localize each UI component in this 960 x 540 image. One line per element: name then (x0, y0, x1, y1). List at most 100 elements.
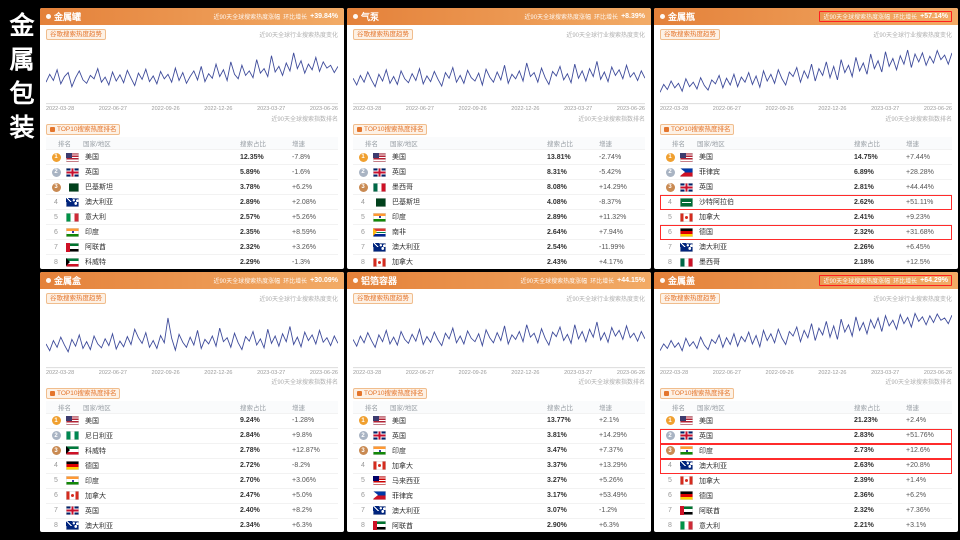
rank-cell: 6 (361, 492, 365, 499)
flag-ae-icon (66, 242, 79, 252)
ranking-icon (50, 390, 55, 396)
share-value: 8.31% (547, 168, 567, 176)
trend-note: 近90天全球行业搜索热度变化 (566, 296, 645, 303)
column-header: 增速 (292, 141, 305, 148)
rank-cell: 7 (54, 243, 58, 251)
growth-value: -1.3% (292, 258, 311, 266)
table-header-row: 排名 国家/地区 搜索占比 增速 (660, 137, 952, 150)
country-name: 英国 (392, 432, 406, 440)
share-value: 6.89% (854, 168, 874, 176)
ranking-icon (664, 390, 669, 396)
growth-value: +13.29% (599, 462, 627, 469)
table-row: 6 德国 2.36% +6.2% (660, 489, 952, 504)
rank-tag-row: TOP10搜索热度排名 (353, 387, 645, 400)
share-value: 3.47% (547, 447, 567, 454)
product-panel: 铝箔容器 近90天全球搜索热度涨幅 环比增长 +44.15% 谷歌搜索热度趋势 … (347, 271, 651, 533)
rank-tag-row: TOP10搜索热度排名 (660, 123, 952, 136)
x-axis-label: 2023-06-26 (616, 106, 645, 112)
growth-value: +20.8% (906, 462, 930, 469)
country-name: 英国 (85, 169, 99, 176)
panel-title: 金属盖 (660, 274, 695, 287)
rank-cell: 8 (668, 522, 672, 529)
growth-value: +6.2% (292, 183, 313, 191)
x-axis-labels: 2022-03-28 2022-06-27 2022-09-26 2022-12-26… (46, 105, 338, 113)
growth-value: +28.28% (906, 168, 934, 176)
country-name: 加拿大 (699, 477, 720, 485)
flag-au-icon (373, 242, 386, 252)
table-row: 8 墨西哥 2.18% +12.5% (660, 255, 952, 269)
table-row: 3 墨西哥 8.08% +14.29% (353, 180, 645, 195)
share-value: 2.89% (240, 198, 260, 206)
share-value: 2.32% (854, 228, 874, 236)
rank-cell: 1 (660, 152, 680, 162)
table-row: 7 阿联酋 2.32% +3.26% (46, 240, 338, 255)
column-header: 增速 (292, 404, 305, 412)
country-name: 澳大利亚 (85, 522, 113, 530)
x-axis-label: 2022-12-26 (511, 106, 540, 112)
country-name: 印度 (85, 229, 99, 236)
panel-body: 谷歌搜索热度趋势 近90天全球行业搜索热度变化 2022-03-28 2022-0… (347, 289, 651, 533)
flag-it-icon (680, 521, 693, 530)
rank-note: 近90天全球搜索指数排名 (885, 116, 952, 123)
table-row: 8 加拿大 2.43% +4.17% (353, 255, 645, 269)
rank-table: 排名 国家/地区 搜索占比 增速 1 美国 12.35% -7.8% 2 英国 5.89% -1.6… (46, 137, 338, 269)
bullet-icon (46, 277, 51, 283)
share-value: 3.17% (547, 492, 567, 499)
header-stat: 近90天全球搜索热度涨幅 环比增长 +57.14% (819, 11, 952, 22)
table-row: 1 美国 14.75% +7.44% (660, 150, 952, 165)
growth-value: +44.44% (906, 183, 934, 191)
share-value: 21.23% (854, 417, 878, 424)
share-value: 2.81% (854, 183, 874, 191)
growth-value: +3.06% (292, 477, 316, 484)
country-name: 墨西哥 (699, 259, 720, 266)
rank-table-body: 1 美国 13.77% +2.1% 2 英国 3.81% +14.29% 3 印度 3.47% +7.… (353, 414, 645, 533)
trend-tag-row: 谷歌搜索热度趋势 近90天全球行业搜索热度变化 (353, 28, 645, 41)
table-row: 4 澳大利亚 2.63% +20.8% (660, 458, 952, 474)
flag-ca-icon (680, 212, 693, 222)
rank-tag-text: TOP10搜索热度排名 (364, 126, 424, 133)
column-header: 搜索占比 (854, 404, 880, 412)
rank-cell: 8 (54, 522, 58, 529)
panel-header: 铝箔容器 近90天全球搜索热度涨幅 环比增长 +44.15% (347, 271, 651, 289)
country-name: 阿联酋 (85, 244, 106, 251)
table-row: 8 意大利 2.21% +3.1% (660, 519, 952, 533)
flag-ca-icon (373, 257, 386, 267)
growth-value: +5.26% (599, 477, 623, 484)
x-axis-label: 2023-03-27 (257, 369, 286, 376)
panel-title: 铝箔容器 (353, 274, 397, 287)
flag-kw-icon (66, 257, 79, 267)
column-header: 排名 (365, 404, 378, 412)
country-name: 美国 (392, 417, 406, 425)
rank-cell: 7 (668, 243, 672, 251)
rank-cell: 1 (660, 416, 680, 425)
country-name: 澳大利亚 (85, 199, 113, 206)
country-name: 马来西亚 (392, 477, 420, 485)
flag-us-icon (680, 416, 693, 425)
trend-chart (46, 43, 338, 105)
share-value: 2.54% (547, 243, 567, 251)
rank-cell: 5 (668, 213, 672, 221)
flag-de-icon (680, 227, 693, 237)
rank-cell: 3 (353, 182, 373, 192)
column-header: 增速 (906, 141, 919, 148)
trend-tag-row: 谷歌搜索热度趋势 近90天全球行业搜索热度变化 (46, 292, 338, 305)
country-name: 印度 (699, 447, 713, 455)
medal-icon: 3 (51, 446, 61, 455)
flag-ae-icon (373, 521, 386, 530)
rank-note-row: 近90天全球搜索指数排名 (46, 377, 338, 387)
share-value: 2.43% (547, 258, 567, 266)
rank-cell: 2 (353, 167, 373, 177)
x-axis-label: 2022-03-28 (660, 106, 689, 112)
table-header-row: 排名 国家/地区 搜索占比 增速 (660, 400, 952, 414)
product-panel: 金属罐 近90天全球搜索热度涨幅 环比增长 +39.84% 谷歌搜索热度趋势 近… (40, 8, 344, 269)
rank-table: 排名 国家/地区 搜索占比 增速 1 美国 9.24% -1.28% 2 尼日利亚 2.84% +9… (46, 400, 338, 533)
table-row: 5 意大利 2.57% +5.26% (46, 210, 338, 225)
rank-tag-text: TOP10搜索热度排名 (671, 389, 731, 397)
growth-value: +9.8% (292, 432, 313, 439)
rank-cell: 2 (46, 431, 66, 440)
category-title: 金属包装 (6, 12, 34, 148)
rank-cell: 5 (54, 477, 58, 484)
rank-note: 近90天全球搜索指数排名 (885, 380, 952, 386)
share-value: 3.81% (547, 432, 567, 439)
